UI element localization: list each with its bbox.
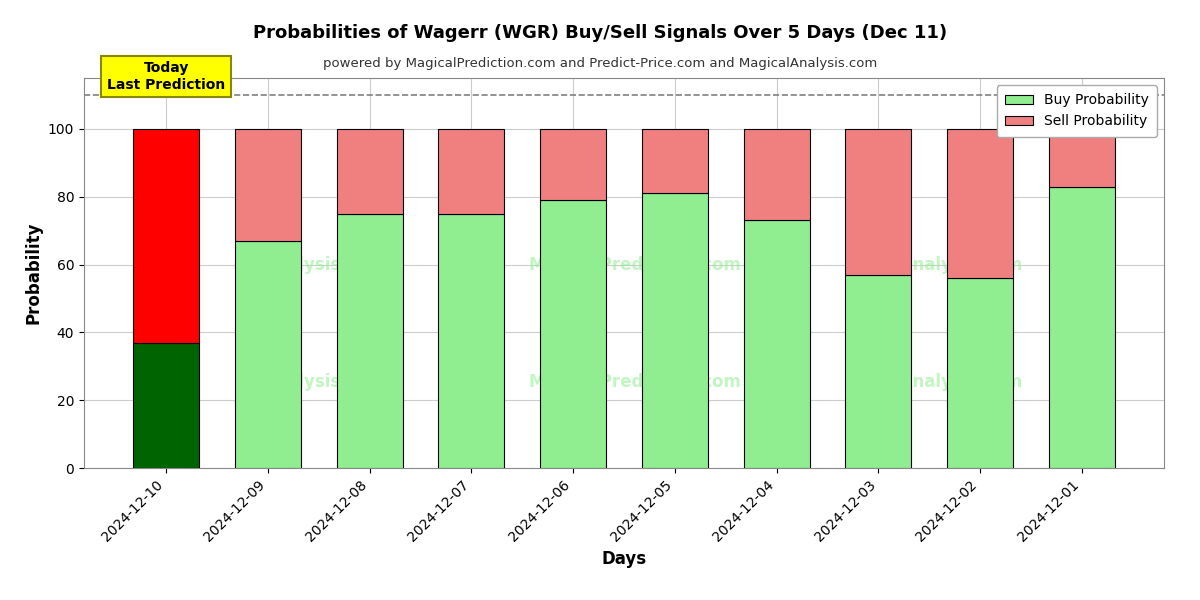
Bar bbox=[642, 193, 708, 468]
Bar bbox=[336, 214, 403, 468]
Bar bbox=[845, 275, 912, 468]
Bar bbox=[438, 214, 504, 468]
Text: Today
Last Prediction: Today Last Prediction bbox=[107, 61, 226, 92]
Text: MagicalPrediction.com: MagicalPrediction.com bbox=[528, 256, 742, 274]
Text: calAnalysis.com: calAnalysis.com bbox=[874, 256, 1022, 274]
Legend: Buy Probability, Sell Probability: Buy Probability, Sell Probability bbox=[997, 85, 1157, 137]
Bar bbox=[947, 129, 1013, 278]
Y-axis label: Probability: Probability bbox=[24, 222, 42, 324]
Bar bbox=[235, 129, 301, 241]
Bar bbox=[845, 129, 912, 275]
Bar bbox=[1049, 187, 1115, 468]
Text: Probabilities of Wagerr (WGR) Buy/Sell Signals Over 5 Days (Dec 11): Probabilities of Wagerr (WGR) Buy/Sell S… bbox=[253, 24, 947, 42]
Bar bbox=[642, 129, 708, 193]
Bar bbox=[744, 220, 810, 468]
Bar bbox=[133, 129, 199, 343]
Text: calAnalysis.com: calAnalysis.com bbox=[874, 373, 1022, 391]
X-axis label: Days: Days bbox=[601, 550, 647, 568]
Bar bbox=[540, 129, 606, 200]
Text: powered by MagicalPrediction.com and Predict-Price.com and MagicalAnalysis.com: powered by MagicalPrediction.com and Pre… bbox=[323, 57, 877, 70]
Bar bbox=[438, 129, 504, 214]
Text: calAnalysis.com: calAnalysis.com bbox=[236, 373, 385, 391]
Bar bbox=[133, 343, 199, 468]
Text: calAnalysis.com: calAnalysis.com bbox=[236, 256, 385, 274]
Bar bbox=[235, 241, 301, 468]
Bar bbox=[540, 200, 606, 468]
Bar bbox=[947, 278, 1013, 468]
Bar bbox=[336, 129, 403, 214]
Bar bbox=[744, 129, 810, 220]
Bar bbox=[1049, 129, 1115, 187]
Text: MagicalPrediction.com: MagicalPrediction.com bbox=[528, 373, 742, 391]
